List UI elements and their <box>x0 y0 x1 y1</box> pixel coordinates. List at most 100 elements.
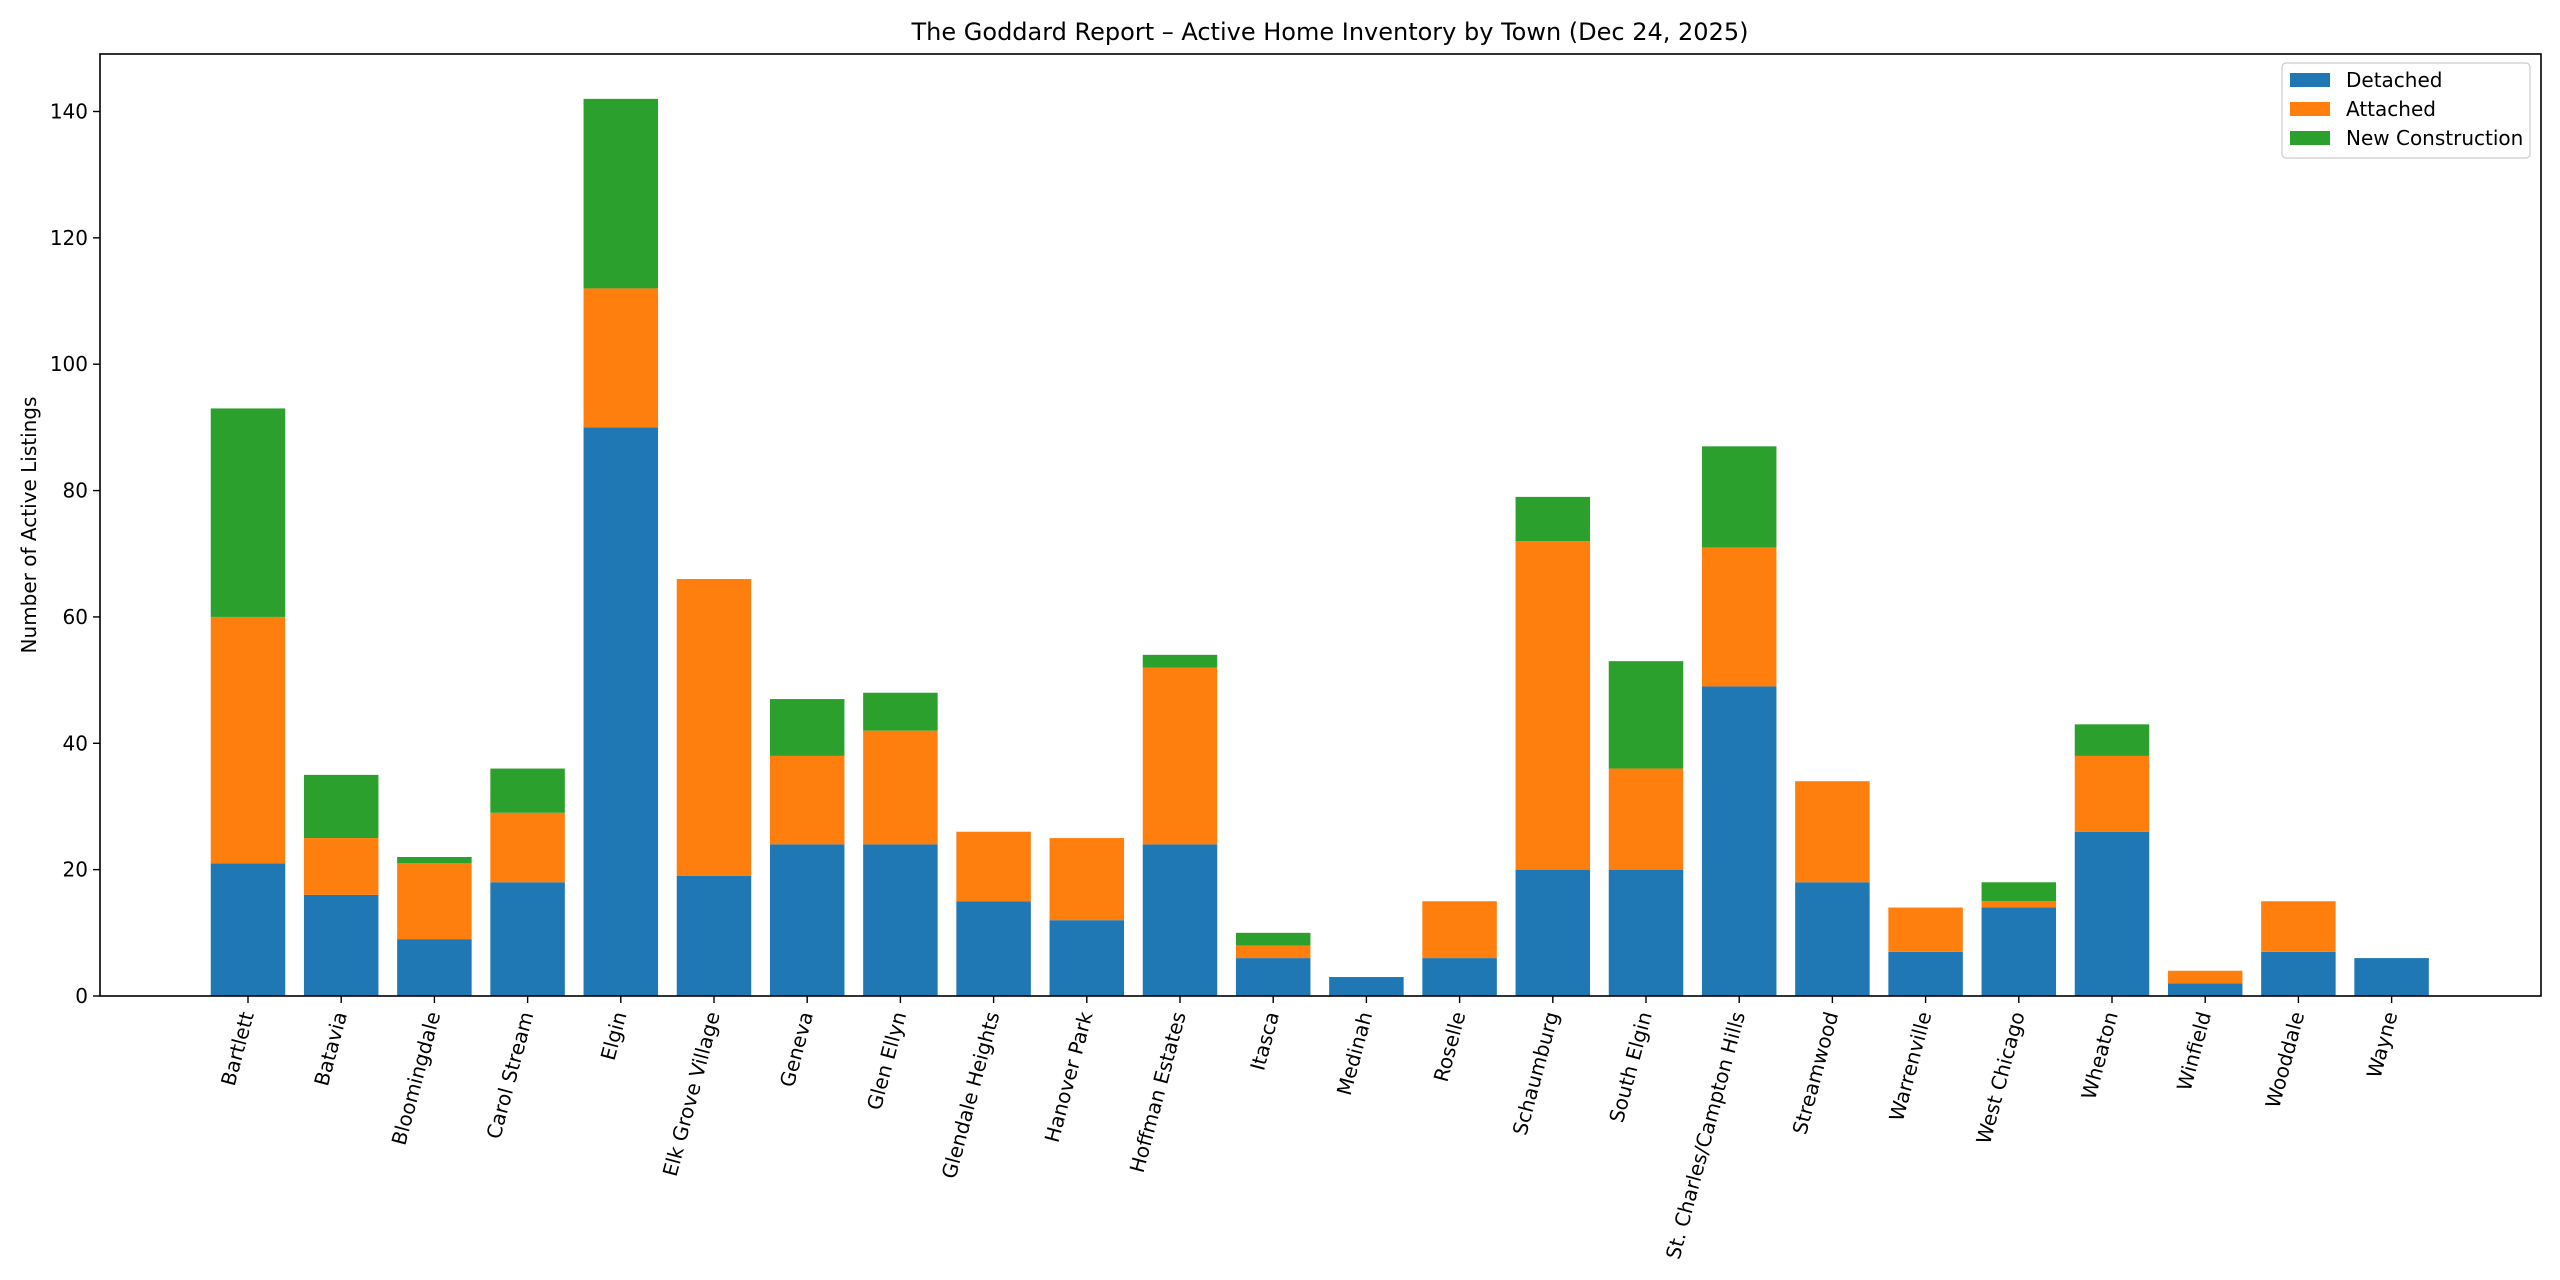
x-tick-label: Roselle <box>1429 1009 1471 1084</box>
bar-new-construction-west-chicago <box>1981 882 2057 902</box>
x-tick-label: Elgin <box>596 1009 632 1063</box>
bar-attached-wooddale <box>2261 901 2336 952</box>
legend-label: New Construction <box>2346 126 2523 150</box>
bar-detached-bartlett <box>210 863 286 996</box>
chart-title: The Goddard Report – Active Home Invento… <box>911 18 1749 46</box>
bar-attached-itasca <box>1235 945 1311 959</box>
bar-attached-elk-grove-village <box>676 579 752 876</box>
bar-new-construction-wheaton <box>2074 724 2150 756</box>
bar-attached-warrenville <box>1888 907 1963 952</box>
y-tick-label: 60 <box>63 605 88 629</box>
bar-attached-bloomingdale <box>397 863 472 940</box>
x-tick-label: Streamwood <box>1787 1009 1843 1137</box>
x-tick-label: West Chicago <box>1971 1009 2029 1147</box>
bar-detached-st-charles-campton-hills <box>1701 686 1777 996</box>
bar-new-construction-schaumburg <box>1515 496 1591 542</box>
bars-group <box>210 98 2429 997</box>
bar-new-construction-glen-ellyn <box>863 692 938 731</box>
bar-detached-west-chicago <box>1981 907 2057 996</box>
bar-new-construction-bloomingdale <box>397 857 472 864</box>
x-tick-label: Hoffman Estates <box>1125 1009 1191 1175</box>
bar-attached-schaumburg <box>1515 541 1591 870</box>
legend-label: Detached <box>2346 68 2442 92</box>
bar-attached-geneva <box>769 755 845 845</box>
bar-detached-streamwood <box>1795 882 1870 996</box>
bar-detached-carol-stream <box>490 882 565 996</box>
bar-new-construction-hoffman-estates <box>1142 654 1218 668</box>
bar-detached-medinah <box>1329 977 1404 996</box>
y-tick-label: 140 <box>50 99 88 123</box>
x-tick-label: Bloomingdale <box>387 1009 446 1148</box>
bar-attached-hoffman-estates <box>1142 667 1218 845</box>
bar-attached-south-elgin <box>1608 768 1684 870</box>
bar-attached-elgin <box>583 288 659 428</box>
x-tick-label: Batavia <box>309 1009 352 1088</box>
y-tick-label: 20 <box>63 858 88 882</box>
x-axis: Bartlett Batavia Bloomingdale Carol Stream E… <box>216 996 2402 1262</box>
bar-attached-winfield <box>2167 970 2243 984</box>
bar-detached-wheaton <box>2074 831 2150 996</box>
bar-new-construction-carol-stream <box>490 768 565 813</box>
y-tick-label: 120 <box>50 226 88 250</box>
bar-detached-schaumburg <box>1515 869 1591 996</box>
x-tick-label: Wayne <box>2362 1009 2403 1080</box>
bar-detached-glen-ellyn <box>863 844 938 996</box>
bar-new-construction-bartlett <box>210 408 286 617</box>
bar-attached-hanover-park <box>1049 838 1125 921</box>
x-tick-label: Itasca <box>1245 1009 1284 1073</box>
bar-detached-itasca <box>1235 958 1311 996</box>
x-tick-label: Warrenville <box>1884 1009 1936 1124</box>
legend-box <box>2281 62 2531 159</box>
legend-swatch-new-construction <box>2290 131 2330 145</box>
bar-attached-west-chicago <box>1981 901 2057 908</box>
bar-detached-elgin <box>583 427 659 997</box>
x-tick-label: Geneva <box>775 1009 818 1089</box>
bar-detached-hanover-park <box>1049 920 1125 996</box>
legend-label: Attached <box>2346 97 2436 121</box>
bar-new-construction-batavia <box>303 774 379 839</box>
bar-attached-st-charles-campton-hills <box>1701 547 1777 687</box>
y-axis: 0 20 40 60 80 100 120 140 <box>50 99 100 1008</box>
bar-detached-wayne <box>2354 958 2429 996</box>
bar-attached-glendale-heights <box>956 831 1031 902</box>
bar-attached-bartlett <box>210 616 286 864</box>
y-tick-label: 40 <box>63 731 88 755</box>
bar-detached-roselle <box>1422 958 1497 996</box>
bar-new-construction-elgin <box>583 98 659 289</box>
x-tick-label: Schaumburg <box>1508 1009 1564 1138</box>
bar-detached-geneva <box>769 844 845 996</box>
x-tick-label: Hanover Park <box>1040 1009 1098 1145</box>
x-tick-label: Wheaton <box>2076 1009 2122 1102</box>
bar-new-construction-itasca <box>1235 932 1311 946</box>
bar-attached-glen-ellyn <box>863 730 938 845</box>
legend: Detached Attached New Construction <box>2281 62 2531 159</box>
y-tick-label: 0 <box>75 984 88 1008</box>
axes-frame <box>99 53 2542 997</box>
bar-new-construction-south-elgin <box>1608 661 1684 769</box>
bar-attached-carol-stream <box>490 812 565 883</box>
bar-detached-warrenville <box>1888 951 1963 996</box>
legend-swatch-detached <box>2290 73 2330 87</box>
legend-swatch-attached <box>2290 102 2330 116</box>
bar-attached-batavia <box>303 838 379 895</box>
x-tick-label: Glen Ellyn <box>862 1009 911 1112</box>
x-tick-label: Elk Grove Village <box>658 1009 725 1179</box>
x-tick-label: Glendale Heights <box>937 1009 1005 1181</box>
bar-detached-batavia <box>303 894 379 996</box>
x-tick-label: South Elgin <box>1604 1009 1657 1125</box>
bar-detached-winfield <box>2167 983 2243 996</box>
x-tick-label: Medinah <box>1332 1009 1377 1098</box>
bar-detached-elk-grove-village <box>676 875 752 996</box>
x-tick-label: Winfield <box>2172 1009 2216 1093</box>
x-tick-label: St. Charles/Campton Hills <box>1661 1009 1750 1262</box>
bar-attached-wheaton <box>2074 755 2150 832</box>
bar-detached-wooddale <box>2261 951 2336 996</box>
bar-detached-glendale-heights <box>956 901 1031 996</box>
bar-attached-streamwood <box>1795 781 1870 883</box>
bar-detached-south-elgin <box>1608 869 1684 996</box>
x-tick-label: Wooddale <box>2261 1009 2310 1110</box>
y-tick-label: 100 <box>50 352 88 376</box>
x-tick-label: Bartlett <box>216 1009 259 1088</box>
bar-new-construction-st-charles-campton-hills <box>1701 446 1777 548</box>
